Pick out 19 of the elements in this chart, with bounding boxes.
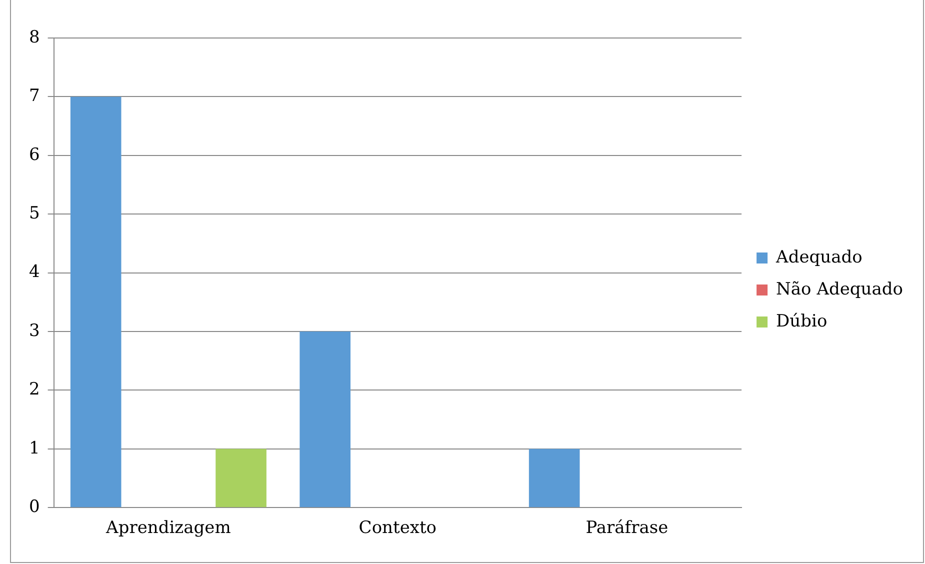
x-tick-label: Aprendizagem — [105, 518, 231, 538]
legend-label: Adequado — [775, 247, 862, 268]
bar — [70, 96, 122, 508]
y-tick-label: 5 — [28, 204, 40, 224]
y-tick-label: 8 — [28, 27, 40, 48]
y-tick-label: 0 — [28, 497, 40, 518]
bar — [300, 332, 350, 508]
y-tick-label: 6 — [28, 144, 40, 165]
x-tick-label: Contexto — [358, 518, 437, 538]
y-tick-label: 2 — [28, 380, 40, 400]
bar — [528, 448, 580, 508]
legend-label: Dúbio — [776, 311, 828, 332]
y-tick-label: 4 — [28, 262, 40, 282]
y-tick-label: 1 — [28, 438, 40, 458]
y-tick-label: 3 — [28, 320, 40, 341]
legend-label: Não Adequado — [776, 279, 903, 300]
bar — [216, 448, 266, 508]
x-tick-label: Paráfrase — [586, 518, 668, 538]
y-tick-label: 7 — [28, 86, 40, 106]
